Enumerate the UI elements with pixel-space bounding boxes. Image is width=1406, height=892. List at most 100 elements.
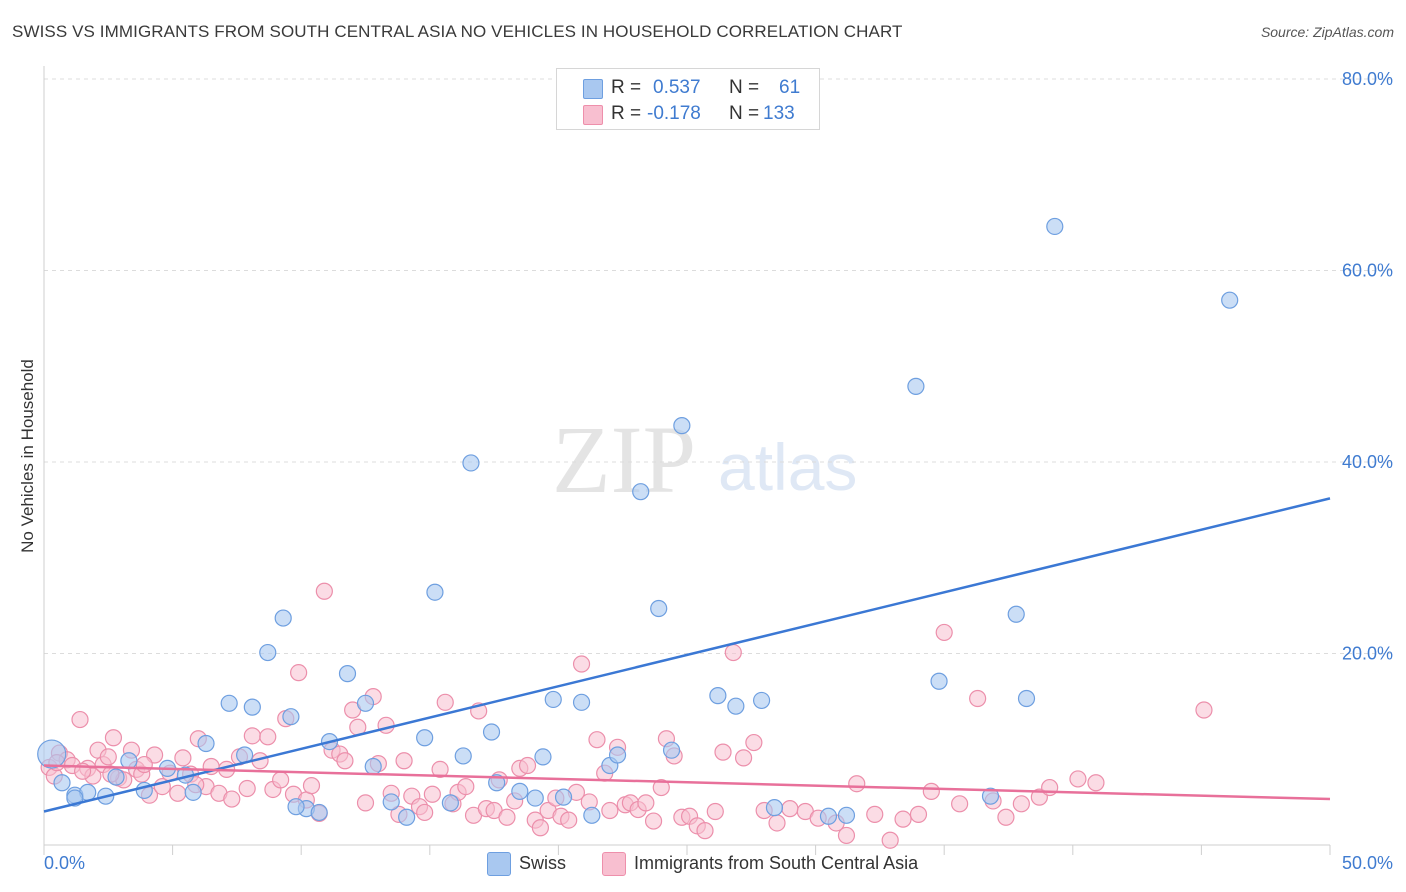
r-value: 0.537 [653,77,701,98]
point-swiss [1017,689,1036,708]
point-immigrants [315,582,333,600]
point-immigrants [243,727,261,745]
point-immigrants [922,782,940,800]
r-label: R = [611,103,642,124]
point-swiss [197,734,215,753]
n-label: N = [729,103,760,124]
point-swiss [511,782,529,800]
point-swiss [441,794,459,812]
point-swiss [338,665,357,683]
point-immigrants [969,689,987,708]
point-swiss [274,609,292,627]
point-immigrants [644,812,663,830]
point-immigrants [1041,778,1059,797]
point-swiss [662,741,681,759]
point-swiss [837,806,856,824]
watermark-zip: ZIP [552,406,696,513]
point-immigrants [498,808,516,826]
source-label[interactable]: Source: ZipAtlas.com [1260,24,1394,40]
point-immigrants [696,822,714,840]
y-tick-label: 60.0% [1342,261,1393,281]
point-swiss [37,739,67,769]
x-tick-label: 0.0% [44,853,85,873]
legend-swatch-swiss [583,79,603,99]
point-swiss [426,583,444,601]
point-swiss [462,454,480,472]
point-swiss [709,687,727,705]
chart-title: SWISS VS IMMIGRANTS FROM SOUTH CENTRAL A… [12,22,903,41]
point-immigrants [436,693,454,711]
point-immigrants [431,760,449,778]
legend-label-immigrants: Immigrants from South Central Asia [634,853,919,873]
r-value: -0.178 [647,103,701,124]
point-swiss [310,803,328,822]
point-immigrants [238,779,256,798]
point-immigrants [768,814,786,832]
trend-lines [43,497,1331,813]
r-label: R = [611,77,642,98]
axes [43,66,1331,855]
point-immigrants [174,749,192,767]
point-immigrants [881,831,899,849]
point-swiss [583,806,601,824]
point-swiss [727,697,745,715]
point-swiss [632,483,650,501]
point-immigrants [336,752,354,770]
point-immigrants [848,775,866,793]
point-swiss [356,694,375,712]
point-immigrants [637,794,655,812]
series-immigrants [40,582,1213,849]
point-immigrants [706,802,724,821]
point-immigrants [652,778,670,797]
point-immigrants [416,803,434,822]
point-immigrants [745,733,763,752]
point-immigrants [302,777,321,795]
grid-lines [44,78,1394,654]
point-immigrants [71,710,89,729]
point-immigrants [909,805,928,823]
legend-label-swiss: Swiss [519,853,567,873]
x-tick-label: 50.0% [1342,853,1393,873]
point-immigrants [135,755,153,774]
point-swiss [752,691,771,710]
point-swiss [482,723,501,741]
point-immigrants [894,810,912,828]
point-swiss [259,643,277,662]
point-immigrants [223,790,241,808]
n-value: 133 [763,103,795,124]
point-swiss [650,599,668,618]
legend-swatch-swiss [487,852,511,876]
y-tick-label: 40.0% [1342,452,1393,472]
point-immigrants [714,743,732,761]
point-swiss [382,793,400,811]
point-immigrants [866,805,884,823]
point-swiss [120,752,138,770]
point-immigrants [259,728,277,746]
n-value: 61 [779,77,801,98]
point-immigrants [588,731,606,749]
trend-line-swiss [43,497,1331,813]
point-immigrants [169,784,187,802]
point-immigrants [272,771,290,789]
point-swiss [454,747,472,765]
point-immigrants [1195,701,1213,719]
y-tick-label: 20.0% [1342,644,1393,664]
point-swiss [1007,605,1025,623]
point-immigrants [572,655,591,673]
tick-labels: 20.0% 40.0% 60.0% 80.0% 0.0% 50.0% [44,69,1393,873]
point-immigrants [601,801,619,820]
point-immigrants [377,716,395,734]
point-immigrants [518,756,537,775]
point-swiss [930,672,948,690]
point-immigrants [1087,774,1105,792]
point-swiss [534,748,552,766]
point-immigrants [724,643,742,662]
point-immigrants [1069,770,1087,788]
point-immigrants [734,749,753,767]
point-immigrants [560,811,578,829]
point-immigrants [531,819,549,837]
point-swiss [608,746,627,764]
point-swiss [1046,217,1064,236]
point-immigrants [837,826,856,845]
